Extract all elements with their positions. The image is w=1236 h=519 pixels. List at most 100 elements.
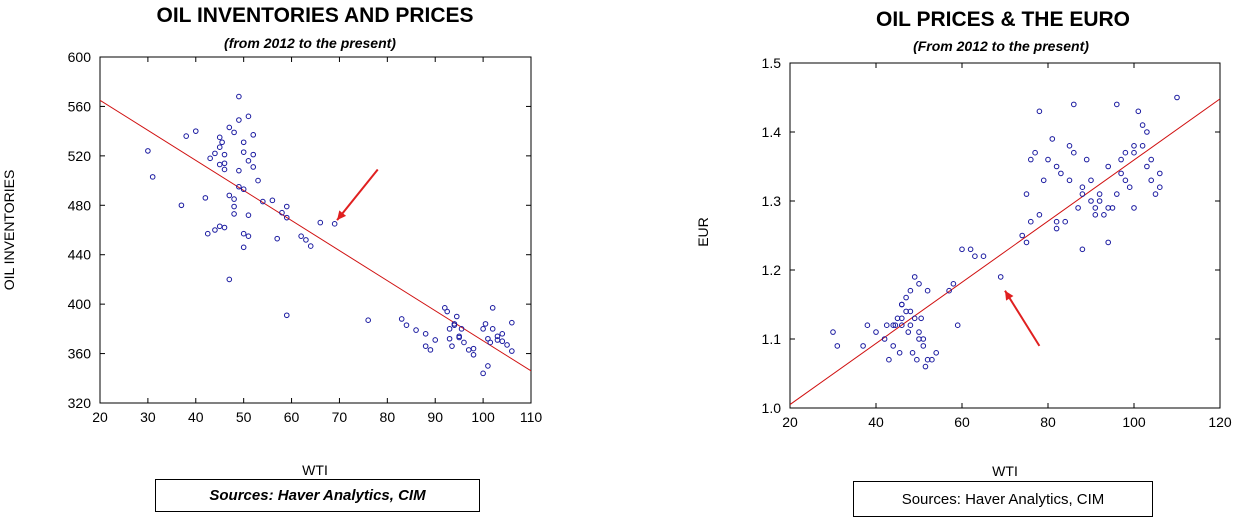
data-point	[1114, 191, 1120, 197]
data-point	[279, 209, 285, 216]
data-point	[245, 113, 252, 120]
data-point	[903, 308, 909, 315]
data-point	[212, 227, 218, 233]
data-point	[245, 158, 252, 164]
data-point	[178, 202, 185, 209]
data-point	[954, 322, 961, 329]
arrow-head	[1005, 290, 1014, 301]
y-tick-label: 400	[68, 296, 92, 312]
x-tick-label: 50	[236, 409, 252, 425]
data-point	[451, 322, 458, 328]
data-point	[924, 287, 931, 294]
chart-panel-oil-inventories: OIL INVENTORIES AND PRICES (from 2012 to…	[0, 0, 560, 519]
data-point	[192, 128, 199, 134]
data-point	[1032, 149, 1038, 156]
data-point	[255, 177, 261, 184]
data-point	[1157, 184, 1163, 190]
data-point	[1131, 149, 1137, 156]
data-point	[1049, 136, 1056, 142]
data-point	[1118, 170, 1124, 177]
data-point	[499, 331, 506, 337]
data-point	[916, 329, 922, 335]
data-point	[250, 151, 257, 158]
data-point	[1152, 191, 1159, 197]
data-point	[1114, 101, 1120, 108]
x-tick-label: 20	[782, 414, 798, 430]
data-point	[461, 339, 467, 346]
data-point	[509, 348, 515, 354]
y-tick-label: 1.1	[762, 331, 782, 347]
data-point	[1135, 108, 1142, 115]
data-point	[1101, 212, 1107, 218]
data-point	[145, 148, 151, 154]
data-point	[231, 196, 237, 202]
data-point	[899, 301, 905, 308]
regression-line	[100, 99, 531, 372]
data-point	[1075, 205, 1081, 211]
data-point	[1144, 163, 1150, 170]
x-axis-label: WTI	[992, 463, 1018, 479]
data-point	[1157, 170, 1163, 177]
data-point	[920, 343, 927, 349]
chart-subtitle: (from 2012 to the present)	[224, 35, 396, 51]
y-axis-label: OIL INVENTORIES	[1, 170, 17, 291]
data-point	[1036, 108, 1043, 115]
x-tick-label: 80	[1040, 414, 1056, 430]
data-point	[1028, 218, 1034, 225]
x-tick-label: 40	[188, 409, 204, 425]
data-point	[972, 253, 978, 260]
data-point	[1144, 129, 1150, 135]
y-tick-label: 360	[68, 346, 92, 362]
data-point	[1028, 156, 1034, 163]
data-point	[413, 327, 419, 333]
plot-frame	[789, 62, 1221, 409]
data-point	[916, 281, 922, 287]
data-point	[830, 329, 836, 335]
y-tick-label: 1.0	[762, 400, 782, 416]
data-point	[480, 326, 486, 332]
y-axis-label: EUR	[695, 217, 711, 247]
data-point	[240, 139, 247, 146]
data-point	[1023, 239, 1030, 246]
data-point	[274, 235, 280, 242]
data-point	[427, 347, 434, 353]
data-point	[883, 322, 890, 329]
sources-box: Sources: Haver Analytics, CIM	[853, 481, 1153, 517]
data-point	[470, 345, 477, 352]
data-point	[1092, 212, 1099, 218]
data-point	[1131, 143, 1137, 149]
data-point	[918, 315, 924, 322]
data-point	[509, 319, 515, 326]
x-tick-label: 90	[427, 409, 443, 425]
data-point	[1174, 94, 1180, 101]
data-point	[873, 329, 879, 335]
data-point	[456, 333, 462, 340]
data-point	[260, 198, 266, 205]
data-point	[283, 214, 290, 221]
sources-box: Sources: Haver Analytics, CIM	[155, 479, 480, 512]
data-point	[922, 363, 929, 370]
data-point	[307, 243, 314, 249]
data-point	[403, 322, 410, 328]
x-tick-label: 100	[471, 409, 495, 425]
y-tick-label: 600	[68, 49, 92, 65]
data-point	[489, 326, 496, 332]
chart-title: OIL INVENTORIES AND PRICES	[156, 4, 474, 27]
data-point	[317, 219, 324, 226]
y-tick-label: 1.3	[762, 193, 782, 209]
data-point	[1088, 177, 1094, 184]
data-point	[890, 343, 896, 349]
x-tick-label: 80	[380, 409, 396, 425]
data-point	[890, 322, 896, 329]
data-point	[236, 117, 242, 123]
data-point	[216, 134, 223, 141]
data-point	[911, 315, 918, 322]
data-point	[283, 203, 290, 210]
data-point	[245, 233, 252, 239]
data-point	[834, 343, 841, 349]
data-point	[1040, 177, 1047, 184]
data-point	[1122, 177, 1129, 184]
plot-area	[790, 94, 1220, 405]
chart-panel-oil-euro: OIL PRICES & THE EURO (From 2012 to the …	[690, 0, 1236, 519]
data-point	[219, 139, 225, 146]
